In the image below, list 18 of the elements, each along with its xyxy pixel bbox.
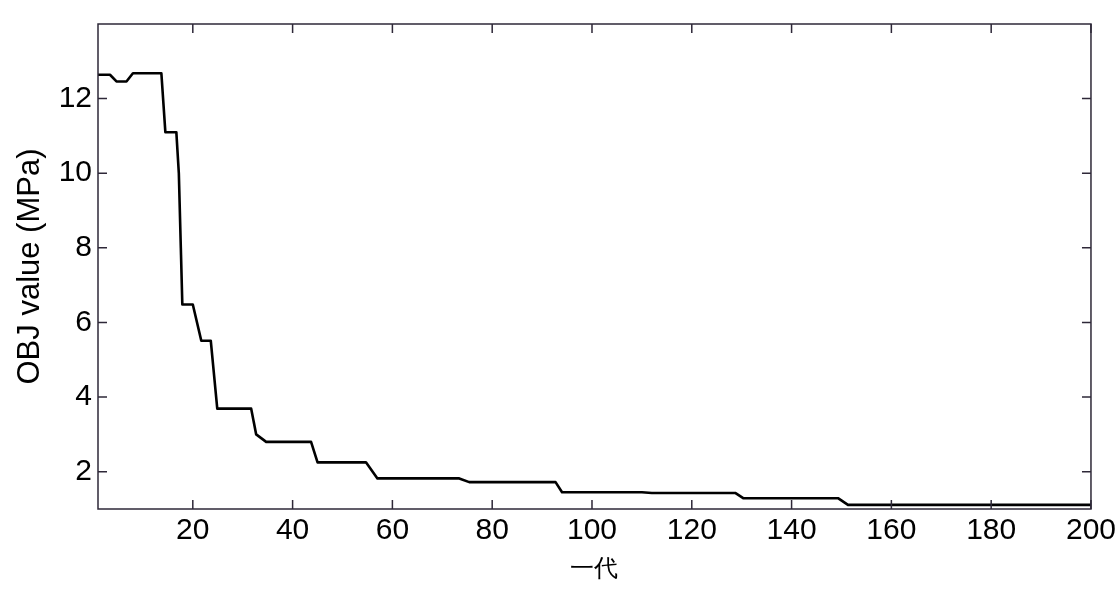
y-tick-label: 12 xyxy=(58,79,92,113)
y-tick-label: 4 xyxy=(75,378,92,412)
x-tick-label: 20 xyxy=(176,512,210,546)
y-tick-label: 8 xyxy=(75,229,92,263)
x-tick-label: 140 xyxy=(766,512,817,546)
y-tick-label: 10 xyxy=(58,154,92,188)
y-tick-label: 6 xyxy=(75,303,92,337)
x-axis-title: 一代 xyxy=(570,554,619,582)
x-tick-label: 40 xyxy=(275,512,310,546)
x-tick-label: 200 xyxy=(1065,512,1116,546)
x-tick-label: 120 xyxy=(666,512,717,546)
x-tick-label: 80 xyxy=(475,512,509,546)
y-tick-label: 2 xyxy=(75,452,92,486)
y-axis-title: OBJ value (MPa) xyxy=(11,148,47,385)
x-tick-label: 100 xyxy=(566,512,618,546)
x-tick-label: 160 xyxy=(866,512,917,546)
x-tick-label: 60 xyxy=(375,512,410,546)
x-tick-label: 180 xyxy=(966,512,1017,546)
